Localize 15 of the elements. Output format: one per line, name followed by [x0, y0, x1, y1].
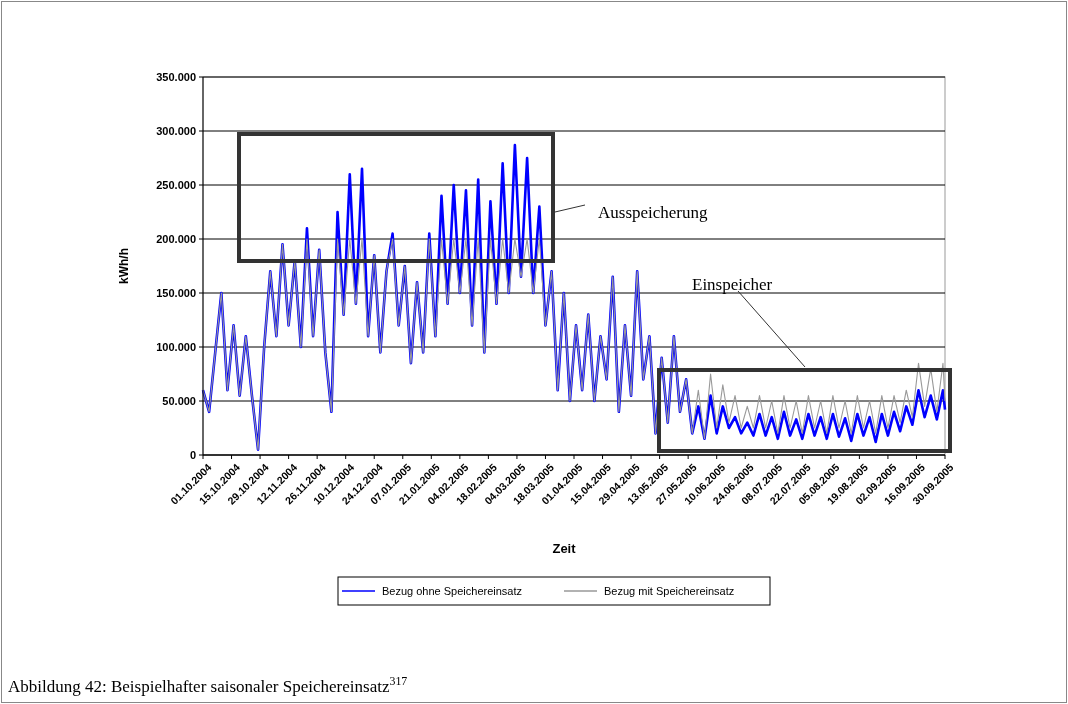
y-tick-label: 150.000 — [156, 286, 196, 299]
y-tick-label: 200.000 — [156, 232, 196, 245]
y-axis-title: kWh/h — [117, 248, 131, 284]
text: Abbildung 42: Beispielhafter saisonaler Speichereinsatz$^{317}$ — [8, 674, 408, 696]
annotation: Ausspeicherung — [598, 203, 709, 222]
y-tick-label: 250.000 — [156, 178, 196, 191]
legend-label: Bezug ohne Speichereinsatz — [382, 584, 523, 597]
legend-label: Bezug mit Speichereinsatz — [604, 584, 735, 597]
y-tick-label: 50.000 — [162, 394, 196, 407]
y-tick-label: 350.000 — [156, 70, 196, 83]
y-tick-label: 300.000 — [156, 124, 196, 137]
x-axis-title: Zeit — [552, 541, 577, 556]
annotation: Einspeicher — [692, 275, 773, 294]
y-tick-label: 100.000 — [156, 340, 196, 353]
y-tick-label: 0 — [189, 448, 196, 461]
